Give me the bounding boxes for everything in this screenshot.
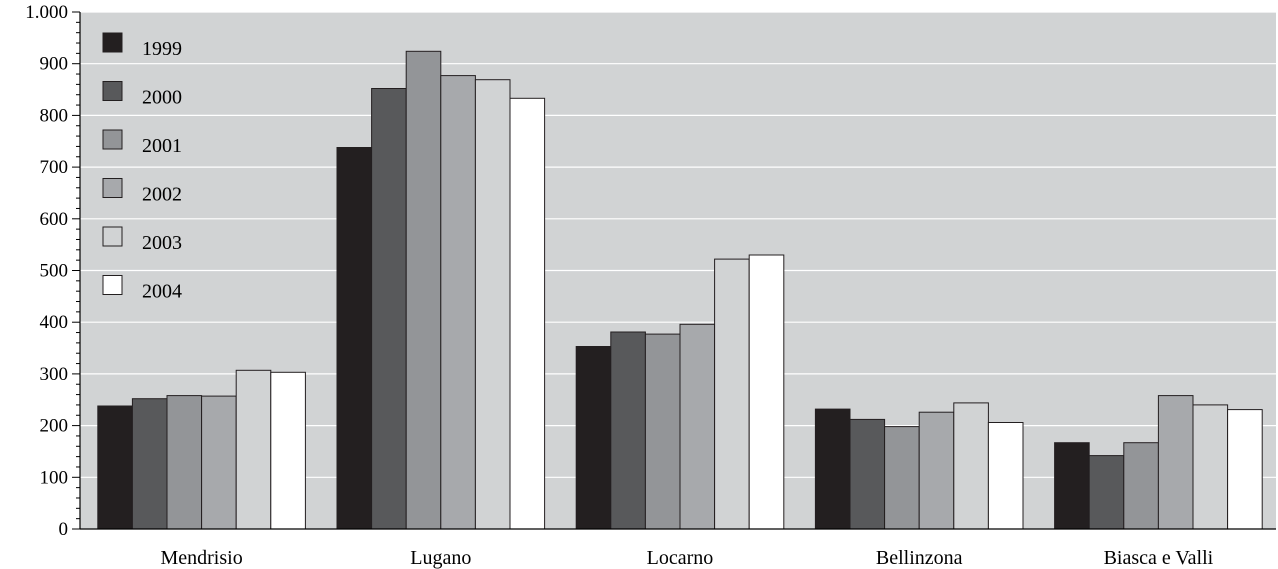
y-tick-label: 400 bbox=[40, 312, 69, 333]
legend-swatch-2003 bbox=[102, 226, 123, 247]
legend-label: 2003 bbox=[142, 232, 182, 254]
bar-locarno-2001 bbox=[644, 333, 681, 530]
legend-swatch-2000 bbox=[102, 81, 123, 101]
bar-lugano-2003 bbox=[474, 79, 511, 530]
legend: 1999 2000 2001 2002 2003 2004 bbox=[102, 32, 182, 303]
bar-lugano-2002 bbox=[440, 75, 476, 530]
legend-swatch-1999 bbox=[102, 32, 123, 53]
bar-locarno-2003 bbox=[714, 258, 750, 530]
bar-biasca-e-valli-1999 bbox=[1054, 442, 1090, 530]
category-label: Lugano bbox=[410, 547, 471, 569]
y-tick-label: 300 bbox=[40, 364, 69, 385]
bar-bellinzona-2003 bbox=[953, 402, 989, 530]
bar-lugano-2001 bbox=[405, 50, 442, 530]
bar-bellinzona-1999 bbox=[814, 408, 851, 530]
bar-bellinzona-2002 bbox=[918, 411, 955, 530]
category-label: Bellinzona bbox=[876, 547, 963, 569]
bar-lugano-2004 bbox=[509, 97, 546, 530]
bar-locarno-2004 bbox=[748, 254, 785, 530]
x-axis-labels: Mendrisio Lugano Locarno Bellinzona Biasca e… bbox=[160, 547, 1213, 569]
bar-locarno-1999 bbox=[575, 346, 612, 530]
y-tick-label: 700 bbox=[40, 157, 69, 178]
y-tick-label: 100 bbox=[40, 467, 69, 488]
legend-label: 2001 bbox=[142, 135, 182, 157]
legend-swatch-2004 bbox=[102, 275, 123, 295]
bar-biasca-e-valli-2002 bbox=[1157, 395, 1194, 530]
bar-mendrisio-2001 bbox=[166, 395, 203, 530]
y-axis: 0 100 200 300 400 500 600 700 800 900 1.000 bbox=[25, 2, 1276, 540]
bar-mendrisio-2000 bbox=[131, 398, 168, 530]
bar-biasca-e-valli-2001 bbox=[1123, 442, 1159, 530]
legend-swatch-2002 bbox=[102, 178, 123, 198]
bar-lugano-1999 bbox=[336, 147, 373, 530]
legend-swatch-2001 bbox=[102, 129, 123, 150]
bar-bellinzona-2000 bbox=[849, 418, 886, 530]
bar-mendrisio-2004 bbox=[270, 371, 306, 530]
legend-label: 1999 bbox=[142, 38, 182, 60]
y-tick-label: 900 bbox=[40, 54, 69, 75]
category-label: Mendrisio bbox=[160, 547, 242, 569]
bar-biasca-e-valli-2004 bbox=[1227, 409, 1263, 530]
bar-locarno-2000 bbox=[610, 331, 646, 530]
bar-mendrisio-2003 bbox=[235, 369, 272, 530]
y-tick-label: 200 bbox=[40, 416, 69, 437]
y-tick-label: 0 bbox=[59, 519, 69, 540]
bar-biasca-e-valli-2000 bbox=[1088, 455, 1125, 530]
bar-mendrisio-2002 bbox=[201, 395, 237, 530]
category-label: Locarno bbox=[647, 547, 714, 569]
y-tick-label: 600 bbox=[40, 209, 69, 230]
bar-lugano-2000 bbox=[371, 88, 407, 530]
category-label: Biasca e Valli bbox=[1104, 547, 1214, 569]
y-tick-label: 500 bbox=[40, 261, 69, 282]
legend-label: 2000 bbox=[142, 87, 182, 109]
legend-label: 2004 bbox=[142, 281, 182, 303]
bar-bellinzona-2004 bbox=[987, 422, 1024, 530]
bar-locarno-2002 bbox=[679, 323, 716, 530]
y-tick-label: 1.000 bbox=[25, 2, 68, 23]
bars bbox=[97, 50, 1263, 530]
bar-mendrisio-1999 bbox=[97, 405, 133, 530]
bar-bellinzona-2001 bbox=[884, 426, 920, 530]
bar-biasca-e-valli-2003 bbox=[1192, 404, 1229, 530]
legend-label: 2002 bbox=[142, 184, 182, 206]
y-tick-label: 800 bbox=[40, 105, 69, 126]
